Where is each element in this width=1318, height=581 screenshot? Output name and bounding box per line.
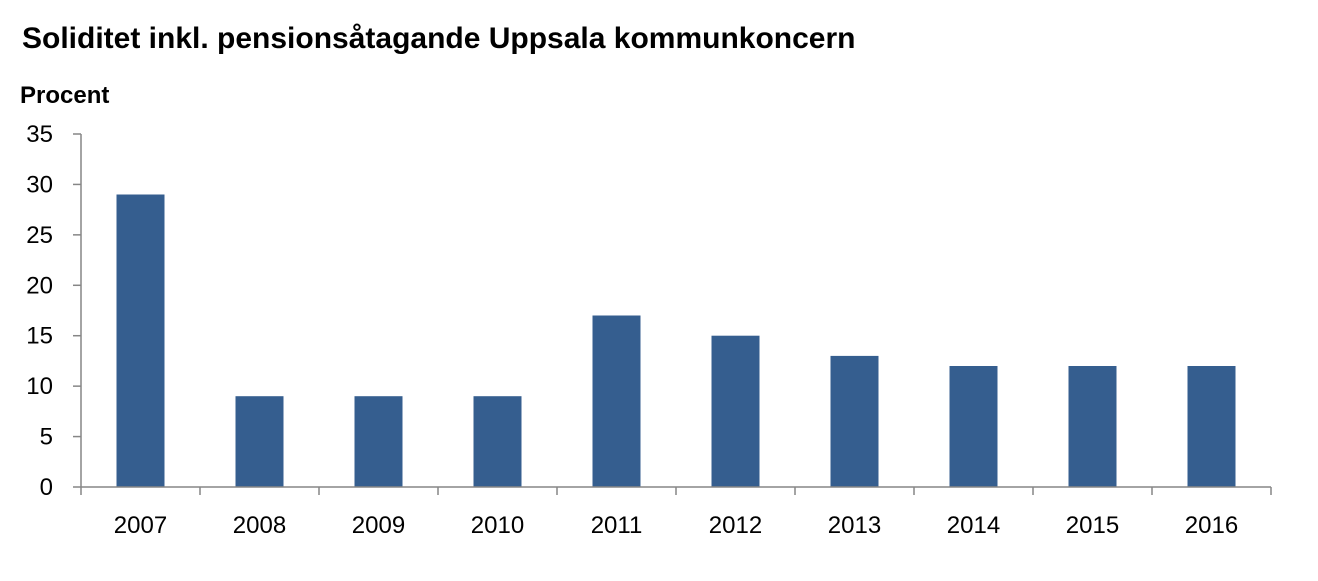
y-tick-label: 35 [26, 121, 53, 148]
y-tick-label: 5 [40, 424, 53, 451]
y-tick-label: 10 [26, 373, 53, 400]
bar-2010 [473, 396, 522, 487]
x-tick-label: 2009 [352, 512, 405, 539]
bar-2009 [354, 396, 403, 487]
y-tick-label: 15 [26, 323, 53, 350]
bar-2016 [1187, 366, 1236, 487]
bar-2011 [592, 315, 641, 487]
bar-2015 [1068, 366, 1117, 487]
x-tick-label: 2010 [471, 512, 524, 539]
x-tick-label: 2014 [947, 512, 1000, 539]
bar-2012 [711, 335, 760, 487]
y-axis-title: Procent [20, 82, 110, 109]
y-tick-label: 30 [26, 171, 53, 198]
x-tick-label: 2012 [709, 512, 762, 539]
x-tick-label: 2008 [233, 512, 286, 539]
y-tick-label: 20 [26, 272, 53, 299]
y-ticks-group: 0 5 10 15 20 25 30 35 [26, 121, 81, 501]
y-tick-label: 0 [40, 474, 53, 501]
bar-2014 [949, 366, 998, 487]
bar-2007 [116, 194, 165, 487]
bar-2013 [830, 355, 879, 487]
x-tick-label: 2016 [1185, 512, 1238, 539]
bars-group [116, 194, 1236, 487]
chart-title: Soliditet inkl. pensionsåtagande Uppsala… [22, 22, 856, 55]
x-ticks-group: 2007 2008 2009 2010 2011 2012 2013 2014 2015 2016 [80, 487, 1272, 539]
x-tick-label: 2007 [114, 512, 167, 539]
x-tick-label: 2013 [828, 512, 881, 539]
bar-2008 [235, 396, 284, 487]
x-tick-label: 2015 [1066, 512, 1119, 539]
y-tick-label: 25 [26, 222, 53, 249]
x-tick-label: 2011 [591, 512, 643, 539]
